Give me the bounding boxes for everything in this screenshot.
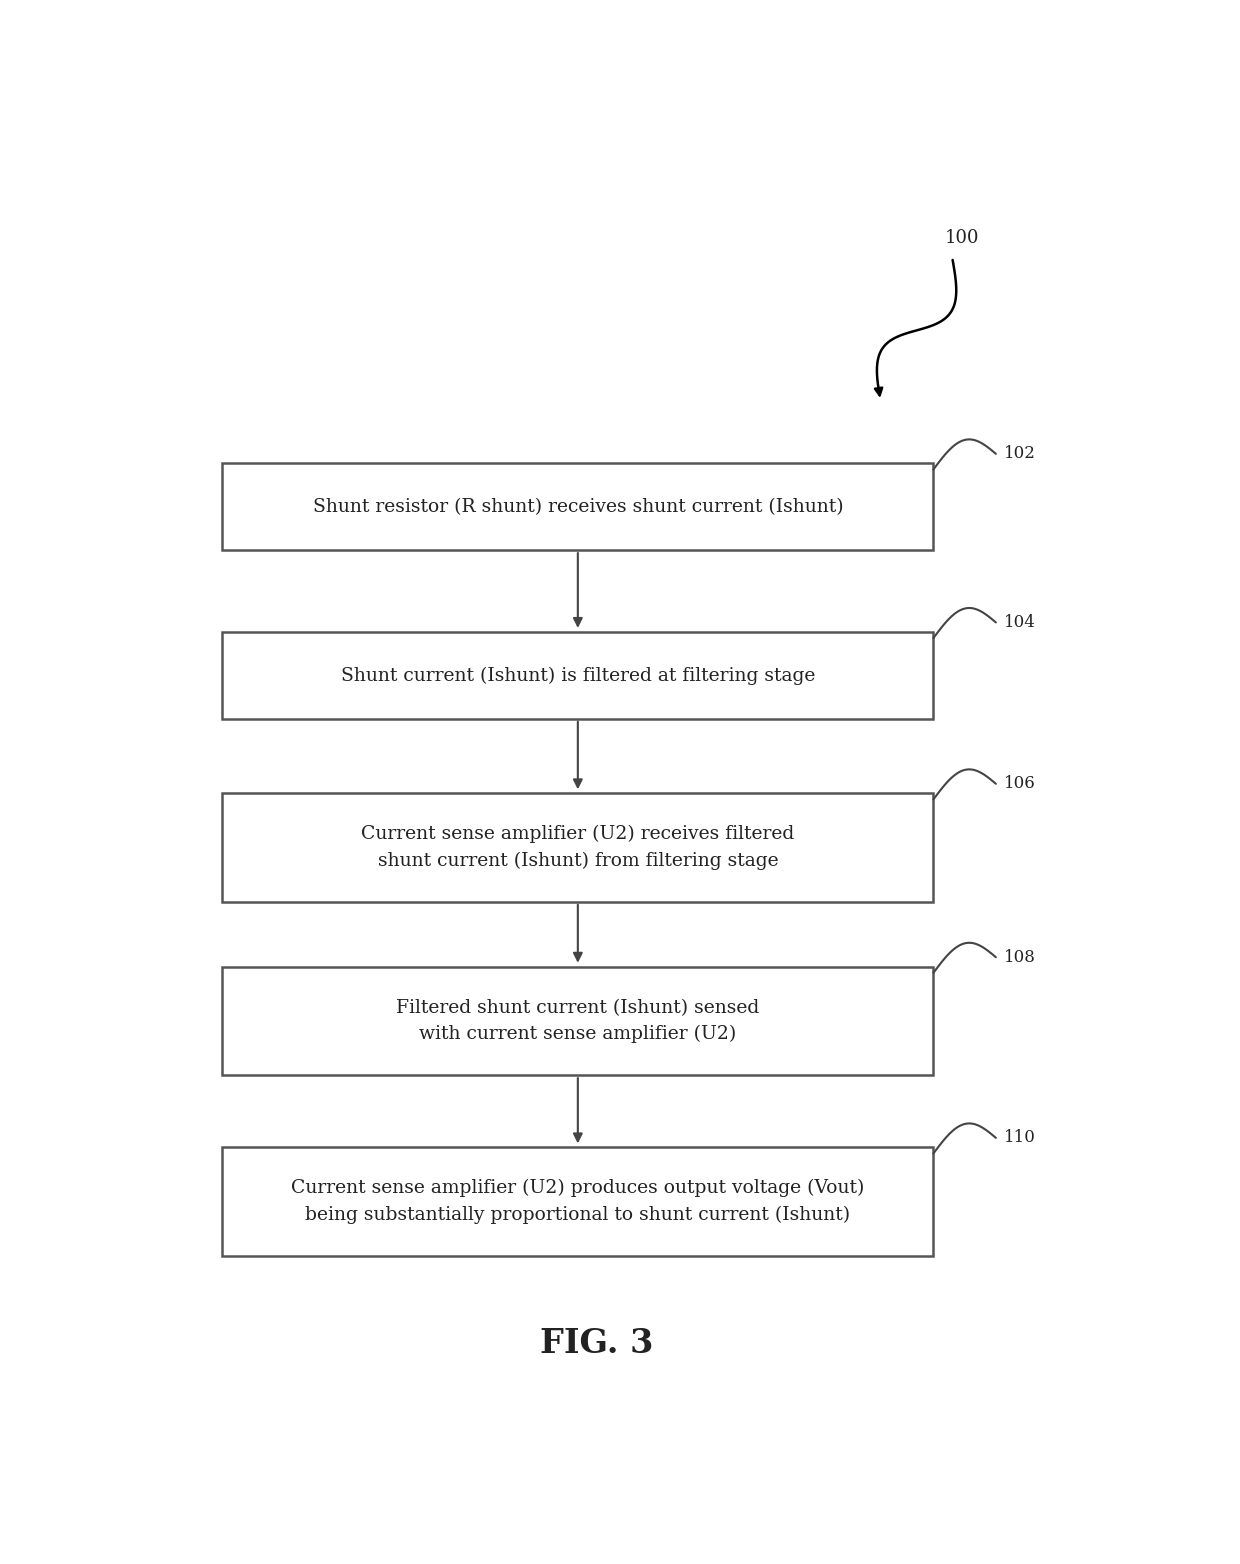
Text: Current sense amplifier (U2) produces output voltage (Vout)
being substantially : Current sense amplifier (U2) produces ou…: [291, 1179, 864, 1225]
Text: 104: 104: [1003, 615, 1035, 630]
Text: Current sense amplifier (U2) receives filtered
shunt current (Ishunt) from filte: Current sense amplifier (U2) receives fi…: [361, 826, 795, 870]
Bar: [222, 1148, 934, 1256]
Text: 100: 100: [945, 230, 980, 247]
Text: FIG. 3: FIG. 3: [541, 1328, 653, 1361]
Text: Filtered shunt current (Ishunt) sensed
with current sense amplifier (U2): Filtered shunt current (Ishunt) sensed w…: [397, 999, 759, 1043]
Text: 110: 110: [1003, 1129, 1035, 1146]
Bar: [222, 632, 934, 719]
Text: Shunt resistor (R shunt) receives shunt current (Ishunt): Shunt resistor (R shunt) receives shunt …: [312, 497, 843, 516]
Bar: [222, 967, 934, 1074]
Text: 106: 106: [1003, 776, 1035, 793]
Bar: [222, 463, 934, 551]
Text: 102: 102: [1003, 446, 1035, 463]
Text: 108: 108: [1003, 949, 1035, 965]
Text: Shunt current (Ishunt) is filtered at filtering stage: Shunt current (Ishunt) is filtered at fi…: [341, 666, 815, 685]
Bar: [222, 793, 934, 902]
